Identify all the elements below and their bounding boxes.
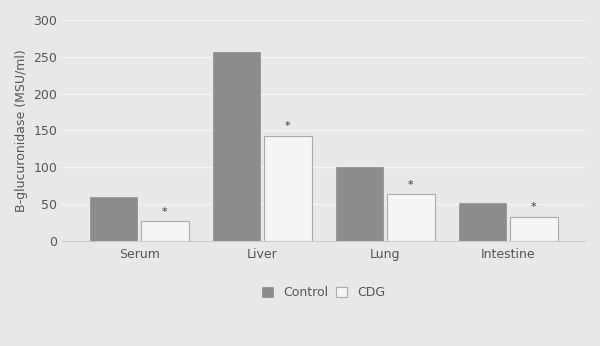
Bar <box>458 202 506 241</box>
Y-axis label: B-glucuronidase (MSU/ml): B-glucuronidase (MSU/ml) <box>15 49 28 212</box>
Text: *: * <box>531 202 536 212</box>
Bar <box>335 167 383 241</box>
Bar <box>264 136 311 241</box>
Bar <box>387 194 434 241</box>
Bar <box>212 52 260 241</box>
Text: *: * <box>162 207 167 217</box>
Bar <box>141 221 188 241</box>
Text: *: * <box>408 180 413 190</box>
Bar <box>510 217 557 241</box>
Bar <box>89 197 137 241</box>
Legend: Control, CDG: Control, CDG <box>258 282 389 303</box>
Text: *: * <box>285 121 290 131</box>
